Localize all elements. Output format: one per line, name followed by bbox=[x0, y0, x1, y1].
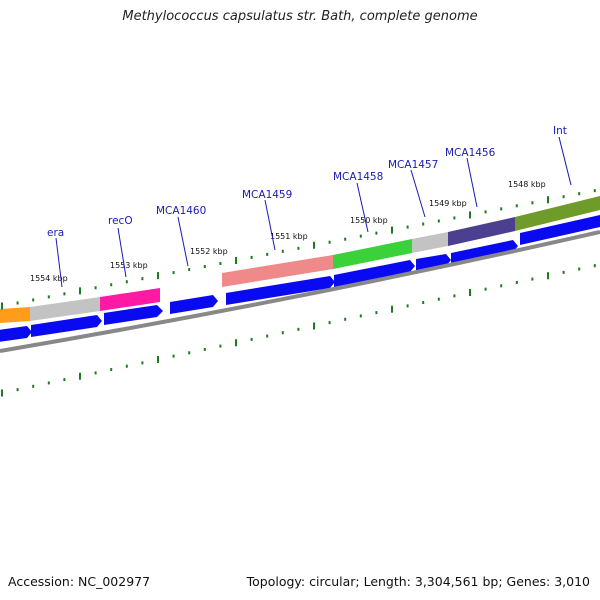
gene-labels: era recO MCA1460 MCA1459 MCA1458 MCA1457… bbox=[47, 125, 567, 239]
kbp-label: 1549 kbp bbox=[429, 199, 467, 208]
cds-arrow bbox=[334, 260, 415, 287]
gene-label-mca1458[interactable]: MCA1458 bbox=[333, 171, 383, 183]
gene-label-mca1457[interactable]: MCA1457 bbox=[388, 159, 438, 171]
feature-band-olive bbox=[515, 196, 600, 231]
kbp-label: 1553 kbp bbox=[110, 261, 148, 270]
gene-label-mca1459[interactable]: MCA1459 bbox=[242, 189, 292, 201]
cds-arrow bbox=[520, 215, 600, 245]
cds-arrow bbox=[104, 305, 163, 325]
genome-backbone bbox=[0, 230, 600, 353]
cds-arrow bbox=[451, 240, 518, 265]
gene-label-era[interactable]: era bbox=[47, 227, 64, 239]
feature-band-orange bbox=[0, 307, 30, 323]
leader-line bbox=[117, 227, 127, 278]
lower-tick-row bbox=[1, 264, 596, 397]
kbp-label: 1554 kbp bbox=[30, 274, 68, 283]
kbp-label: 1550 kbp bbox=[350, 216, 388, 225]
cds-track bbox=[0, 215, 600, 342]
topology-summary: Topology: circular; Length: 3,304,561 bp… bbox=[246, 574, 590, 589]
feature-track bbox=[0, 196, 600, 323]
feature-band-purple bbox=[448, 217, 515, 246]
kbp-label: 1552 kbp bbox=[190, 247, 228, 256]
leader-line bbox=[264, 199, 276, 251]
gene-label-mca1460[interactable]: MCA1460 bbox=[156, 205, 206, 217]
leader-line bbox=[356, 182, 369, 233]
kbp-label: 1551 kbp bbox=[270, 232, 308, 241]
cds-arrow bbox=[416, 254, 451, 271]
cds-arrow bbox=[170, 295, 218, 314]
feature-band-gray-right bbox=[412, 232, 448, 253]
upper-tick-row bbox=[1, 189, 596, 310]
leader-line bbox=[558, 136, 572, 186]
leader-line bbox=[177, 216, 189, 267]
cds-arrow bbox=[226, 276, 335, 305]
gene-label-int[interactable]: Int bbox=[553, 125, 567, 137]
leader-line bbox=[466, 157, 478, 208]
gene-label-leaders bbox=[55, 136, 572, 288]
accession-text: Accession: NC_002977 bbox=[8, 574, 151, 589]
kbp-label: 1548 kbp bbox=[508, 180, 546, 189]
cds-arrow bbox=[31, 315, 102, 337]
feature-band-magenta bbox=[100, 288, 160, 311]
gene-label-mca1456[interactable]: MCA1456 bbox=[445, 147, 496, 159]
kbp-labels: 1554 kbp 1553 kbp 1552 kbp 1551 kbp 1550… bbox=[30, 180, 546, 283]
cds-arrow bbox=[0, 326, 32, 342]
feature-band-gray-left bbox=[30, 297, 100, 321]
leader-line bbox=[410, 169, 426, 218]
feature-band-green bbox=[333, 239, 412, 269]
gene-label-reco[interactable]: recO bbox=[108, 215, 133, 227]
feature-band-salmon bbox=[222, 255, 333, 287]
leader-line bbox=[55, 237, 63, 288]
map-title: Methylococcus capsulatus str. Bath, comp… bbox=[122, 9, 478, 24]
